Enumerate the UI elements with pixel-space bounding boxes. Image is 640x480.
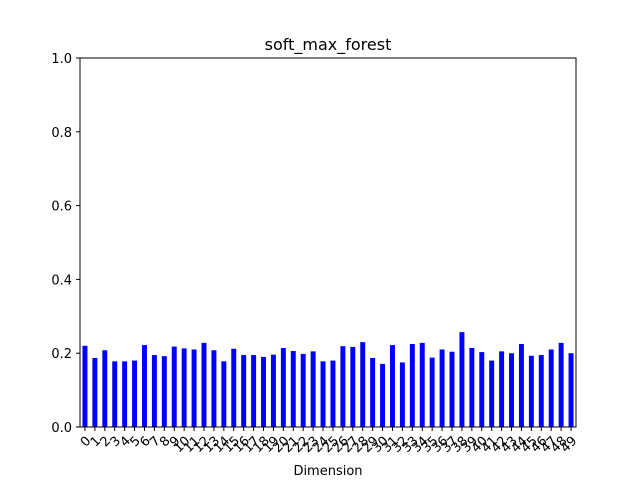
bar-5	[132, 360, 138, 427]
bar-20	[280, 348, 286, 427]
bar-19	[270, 354, 276, 427]
bar-17	[251, 355, 257, 427]
bar-13	[211, 350, 217, 427]
bar-4	[122, 361, 128, 427]
y-tick-label: 0.6	[51, 200, 72, 215]
bar-9	[171, 346, 177, 427]
bar-30	[380, 363, 386, 427]
bar-7	[151, 355, 157, 427]
bar-45	[528, 355, 534, 427]
bar-23	[310, 351, 316, 427]
bar-16	[241, 355, 247, 427]
bar-49	[568, 353, 574, 427]
bar-42	[499, 351, 505, 427]
bar-2	[102, 350, 108, 427]
y-tick-label: 0.0	[51, 421, 72, 436]
bar-8	[161, 356, 167, 427]
bar-35	[429, 357, 435, 427]
plot-frame	[79, 57, 577, 428]
x-axis: 0123456789101112131415161718192021222324…	[78, 427, 580, 456]
bar-33	[409, 343, 415, 427]
y-axis: 0.0 0.2 0.4 0.6 0.8 1.0	[51, 52, 80, 436]
bar-14	[221, 361, 227, 427]
bar-25	[330, 360, 336, 427]
y-tick-label: 0.4	[51, 273, 72, 288]
bar-3	[112, 361, 118, 427]
bar-41	[489, 360, 495, 427]
bar-22	[300, 353, 306, 427]
bar-27	[350, 346, 356, 427]
chart-title: soft_max_forest	[265, 35, 392, 55]
bar-44	[518, 343, 524, 427]
y-tick-label: 0.8	[51, 126, 72, 141]
bar-43	[509, 353, 514, 427]
bar-32	[399, 362, 405, 427]
bar-47	[548, 349, 554, 427]
bar-12	[201, 342, 207, 427]
y-tick-label: 1.0	[51, 52, 72, 67]
bar-29	[370, 358, 376, 427]
bars-group	[82, 332, 574, 427]
bar-18	[261, 356, 266, 427]
bar-39	[469, 348, 475, 427]
bar-21	[290, 350, 296, 427]
x-axis-label: Dimension	[293, 464, 362, 479]
bar-48	[558, 342, 564, 427]
bar-40	[479, 352, 485, 427]
bar-10	[181, 348, 187, 427]
bar-46	[538, 355, 544, 427]
bar-1	[92, 358, 98, 427]
bar-0	[82, 345, 88, 427]
bar-36	[439, 349, 445, 427]
bar-11	[191, 349, 197, 427]
bar-37	[449, 351, 455, 427]
bar-28	[360, 342, 366, 427]
bar-26	[340, 346, 346, 427]
bar-15	[231, 348, 237, 427]
bar-6	[142, 345, 147, 427]
bar-24	[320, 361, 326, 427]
bar-34	[419, 342, 425, 427]
y-tick-label: 0.2	[51, 347, 72, 362]
bar-38	[459, 332, 465, 427]
bar-31	[390, 345, 395, 427]
